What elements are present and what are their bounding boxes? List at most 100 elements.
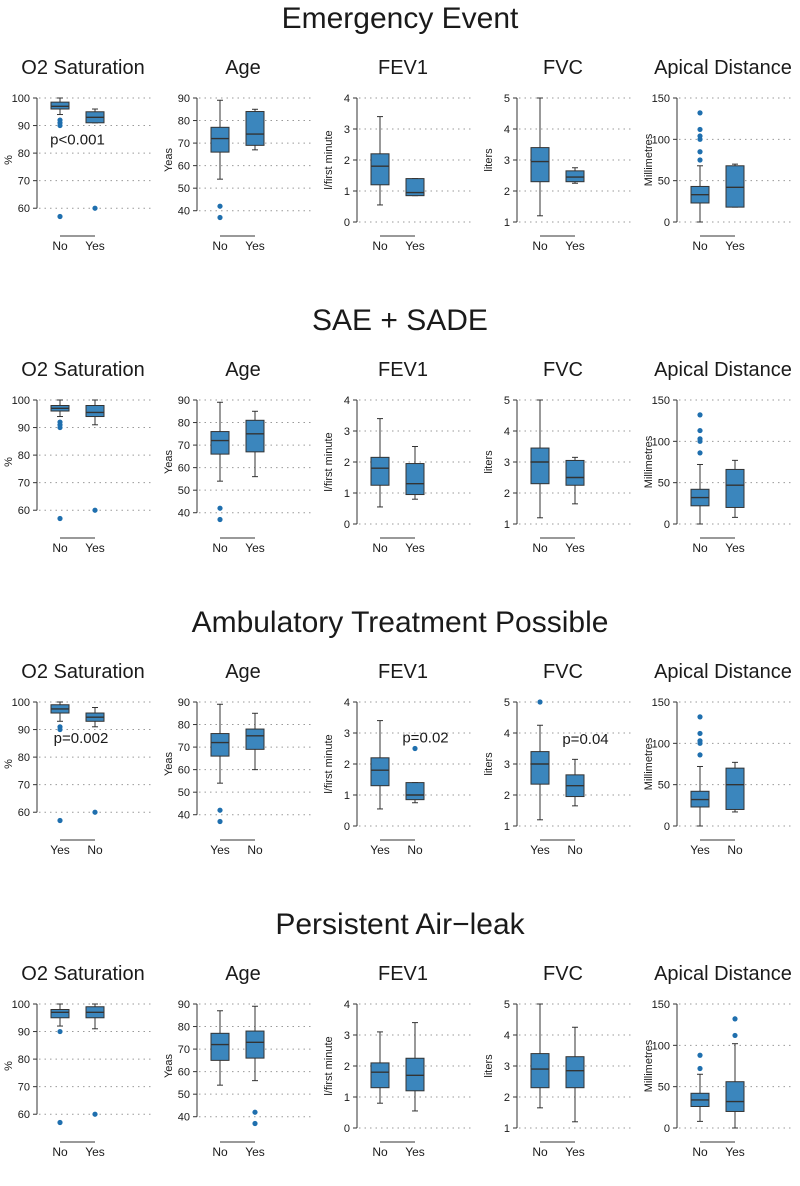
box-yes (565, 456, 585, 505)
box-yes (210, 703, 230, 825)
x-tick-label: Yes (245, 1145, 265, 1159)
y-tick-label: 50 (178, 1089, 190, 1101)
section-title: SAE + SADE (312, 304, 488, 337)
y-tick-label: 0 (344, 217, 350, 229)
panel-title: FVC (543, 359, 583, 381)
y-tick-label: 1 (344, 186, 350, 198)
y-tick-label: 90 (178, 999, 190, 1011)
box-iqr (210, 733, 230, 757)
box-iqr (725, 1081, 745, 1112)
panel-4: FVC liters 1 2 3 4 5 Yes No p=0.04 (483, 661, 632, 857)
y-tick-label: 60 (178, 161, 190, 173)
y-tick-label: 1 (344, 790, 350, 802)
x-tick-label: Yes (370, 843, 390, 857)
y-tick-label: 60 (18, 1109, 30, 1121)
y-tick-label: 2 (504, 186, 510, 198)
panel-title: O2 Saturation (21, 661, 144, 683)
y-axis-label: liters (483, 1054, 495, 1078)
panel-title: Apical Distance (654, 359, 792, 381)
y-tick-label: 150 (652, 697, 670, 709)
box-yes (85, 399, 105, 513)
outlier-point (732, 1032, 738, 1039)
box-iqr (405, 178, 425, 197)
box-yes (405, 178, 425, 197)
x-tick-label: Yes (565, 1145, 585, 1159)
x-tick-label: No (212, 239, 228, 253)
y-tick-label: 3 (344, 728, 350, 740)
box-iqr (245, 1030, 265, 1059)
y-tick-label: 80 (178, 418, 190, 430)
p-value-annotation: p=0.002 (54, 730, 109, 747)
outlier-point (697, 149, 703, 155)
y-axis-label: liters (483, 148, 495, 172)
y-tick-label: 60 (18, 203, 30, 215)
y-axis-label: % (3, 1061, 15, 1071)
x-tick-label: Yes (530, 843, 550, 857)
y-tick-label: 5 (504, 697, 510, 709)
y-tick-label: 100 (12, 395, 30, 407)
box-yes (725, 459, 745, 518)
y-axis-label: Millimetres (643, 133, 655, 186)
outlier-point (252, 1120, 258, 1127)
panel-title: Age (225, 57, 261, 79)
x-tick-label: No (692, 541, 708, 555)
x-tick-label: No (532, 1145, 548, 1159)
y-tick-label: 80 (178, 116, 190, 128)
box-no (210, 99, 230, 221)
box-yes (565, 167, 585, 184)
box-yes (245, 410, 265, 478)
y-tick-label: 70 (18, 780, 30, 792)
outlier-point (697, 412, 703, 418)
box-no (50, 1003, 70, 1126)
y-tick-label: 2 (504, 790, 510, 802)
y-axis-label: l/first minute (323, 432, 335, 491)
outlier-point (57, 1119, 63, 1126)
y-axis-label: Yeas (163, 147, 175, 172)
y-tick-label: 3 (344, 1030, 350, 1042)
panel-title: Apical Distance (654, 963, 792, 985)
box-yes (370, 720, 390, 810)
y-axis-label: Yeas (163, 1053, 175, 1078)
x-tick-label: Yes (725, 239, 745, 253)
outlier-point (732, 1016, 738, 1022)
x-tick-label: No (372, 239, 388, 253)
y-tick-label: 70 (178, 1044, 190, 1056)
y-tick-label: 0 (664, 519, 670, 531)
panel-2: Age Yeas 40 50 60 70 80 90 No Yes (163, 963, 312, 1159)
panel-title: O2 Saturation (21, 359, 144, 381)
box-iqr (405, 1057, 425, 1092)
box-no (50, 399, 70, 522)
box-yes (50, 701, 70, 824)
box-no (370, 418, 390, 508)
x-tick-label: Yes (245, 541, 265, 555)
box-iqr (245, 728, 265, 750)
y-axis-label: l/first minute (323, 1036, 335, 1095)
box-yes (245, 108, 265, 151)
y-tick-label: 100 (12, 697, 30, 709)
panel-title: Apical Distance (654, 57, 792, 79)
panel-4: FVC liters 1 2 3 4 5 No Yes (483, 57, 632, 253)
outlier-point (697, 133, 703, 139)
y-tick-label: 5 (504, 395, 510, 407)
box-no (725, 761, 745, 813)
panel-title: FEV1 (378, 359, 428, 381)
y-tick-label: 60 (178, 1067, 190, 1079)
box-yes (725, 1016, 745, 1129)
box-yes (725, 163, 745, 208)
y-tick-label: 90 (18, 1027, 30, 1039)
box-iqr (370, 757, 390, 787)
outlier-point (217, 807, 223, 813)
box-iqr (530, 447, 550, 485)
x-tick-label: No (692, 1145, 708, 1159)
x-tick-label: Yes (85, 239, 105, 253)
x-tick-label: Yes (725, 541, 745, 555)
box-no (530, 1003, 550, 1109)
panel-title: Age (225, 963, 261, 985)
p-value-annotation: p<0.001 (50, 131, 105, 148)
outlier-point (697, 436, 703, 442)
y-tick-label: 60 (178, 765, 190, 777)
section-4: Persistent Air−leak O2 Saturation% 60 70 80 9… (3, 908, 792, 1159)
panel-1: O2 Saturation% 60 70 80 90 100 No Yes (3, 963, 152, 1159)
